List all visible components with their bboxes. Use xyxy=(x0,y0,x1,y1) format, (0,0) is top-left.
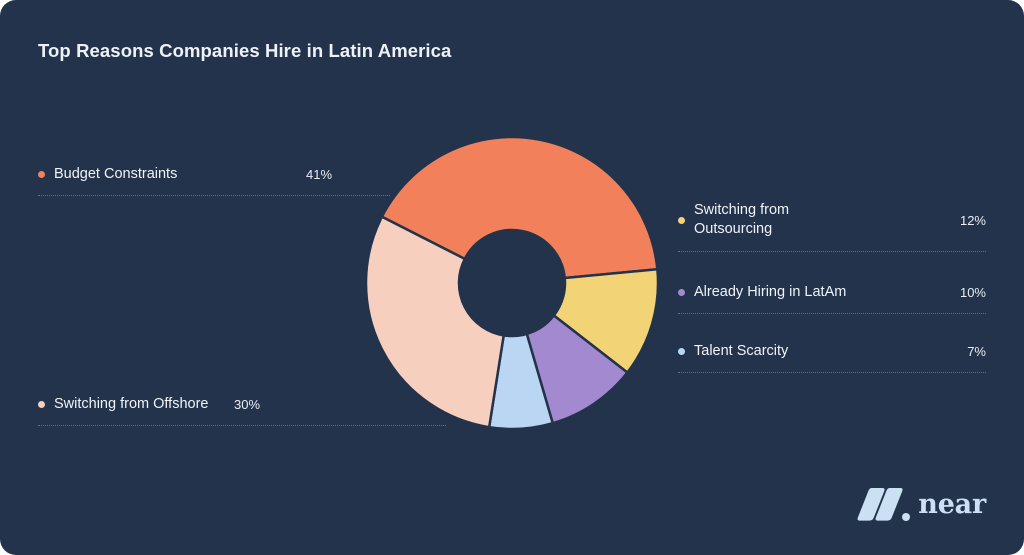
legend-label: Talent Scarcity xyxy=(694,342,789,359)
legend-color-dot-icon xyxy=(678,288,685,296)
legend-label-line2: Outsourcing xyxy=(694,221,773,237)
legend-item-switching-from-offshore[interactable]: Switching from Offshore 30% xyxy=(38,395,446,426)
legend-divider xyxy=(678,312,986,314)
legend-item-talent-scarcity[interactable]: Talent Scarcity 7% xyxy=(678,341,986,373)
legend-percent: 10% xyxy=(959,284,986,300)
page-title: Top Reasons Companies Hire in Latin Amer… xyxy=(38,40,452,61)
legend-item-budget-constraints[interactable]: Budget Constraints 41% xyxy=(38,165,390,196)
brand-wordmark: near xyxy=(918,488,986,520)
donut-slice[interactable] xyxy=(380,135,660,339)
legend-label: Switching from Outsourcing xyxy=(694,201,824,239)
legend-color-dot-icon xyxy=(38,171,45,178)
legend-item-already-hiring-in-latam[interactable]: Already Hiring in LatAm 10% xyxy=(678,282,986,314)
donut-chart xyxy=(364,135,660,431)
donut-slice-group xyxy=(364,135,660,431)
donut-svg xyxy=(364,135,660,431)
legend-color-dot-icon xyxy=(678,347,685,355)
legend-divider xyxy=(38,424,446,426)
brand-logo: near xyxy=(855,485,986,523)
legend-label: Budget Constraints xyxy=(54,166,178,182)
legend-color-dot-icon xyxy=(38,401,45,408)
legend-item-switching-from-outsourcing[interactable]: Switching from Outsourcing 12% xyxy=(678,200,986,252)
legend-label-line1: Switching from xyxy=(694,202,790,218)
legend-label: Already Hiring in LatAm xyxy=(694,283,847,300)
donut-slice[interactable] xyxy=(364,215,552,431)
legend-percent: 7% xyxy=(967,343,986,359)
legend-label: Switching from Offshore xyxy=(54,396,209,412)
legend-percent: 12% xyxy=(959,212,986,228)
near-logo-icon xyxy=(857,488,911,521)
legend-color-dot-icon xyxy=(678,216,685,224)
legend-divider xyxy=(678,250,986,252)
legend-percent: 30% xyxy=(234,397,261,412)
legend-divider xyxy=(38,194,390,196)
legend-percent: 41% xyxy=(306,167,333,182)
legend-divider xyxy=(678,371,986,373)
